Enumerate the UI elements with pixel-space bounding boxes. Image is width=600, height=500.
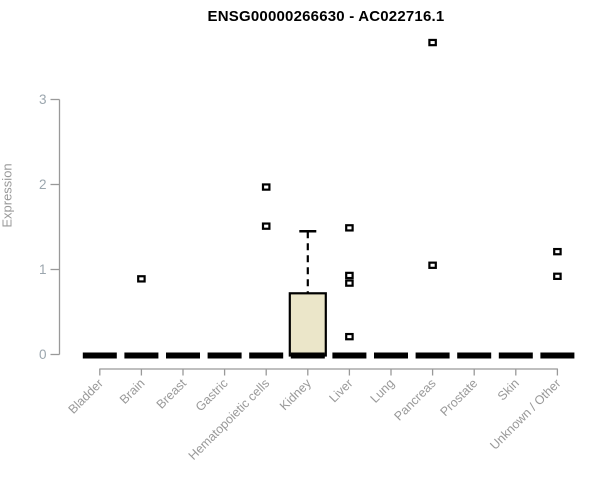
outlier-point bbox=[553, 272, 562, 281]
zero-bar bbox=[207, 352, 242, 359]
outlier-point bbox=[428, 38, 437, 47]
zero-bar bbox=[332, 352, 367, 359]
outlier-point bbox=[345, 279, 354, 287]
zero-bar bbox=[540, 352, 575, 359]
zero-bar bbox=[82, 352, 117, 359]
y-tick-label: 2 bbox=[39, 177, 47, 192]
x-category-label: Pancreas bbox=[391, 376, 438, 423]
outlier-point bbox=[345, 271, 354, 280]
zero-bar bbox=[498, 352, 533, 359]
x-category-label: Hematopoietic cells bbox=[186, 376, 273, 463]
x-category-label: Liver bbox=[326, 376, 355, 405]
outlier-point bbox=[345, 332, 354, 341]
x-category-label: Prostate bbox=[437, 376, 480, 419]
outlier-point bbox=[345, 224, 354, 232]
outlier-point bbox=[261, 222, 271, 230]
x-category-label: Kidney bbox=[277, 376, 314, 413]
zero-bar bbox=[374, 352, 408, 359]
zero-bar bbox=[415, 352, 450, 359]
chart-title: ENSG00000266630 - AC022716.1 bbox=[207, 8, 445, 25]
zero-bar bbox=[249, 352, 284, 359]
outlier-point bbox=[428, 261, 437, 269]
outlier-point bbox=[137, 275, 146, 283]
x-category-label: Skin bbox=[495, 376, 522, 403]
y-tick-label: 0 bbox=[39, 347, 47, 362]
zero-bar bbox=[290, 352, 325, 359]
x-category-label: Brain bbox=[117, 376, 148, 407]
box bbox=[288, 292, 327, 357]
x-category-label: Breast bbox=[154, 376, 190, 412]
x-category-label: Bladder bbox=[66, 376, 106, 416]
x-category-label: Lung bbox=[368, 376, 398, 406]
x-category-label: Gastric bbox=[193, 376, 231, 414]
y-tick-label: 3 bbox=[39, 92, 47, 107]
zero-bar bbox=[166, 352, 200, 359]
outlier-point bbox=[553, 247, 562, 256]
outlier-point bbox=[261, 183, 271, 191]
zero-bar bbox=[124, 352, 159, 359]
zero-bar bbox=[457, 352, 492, 359]
x-category-label: Unknown / Other bbox=[487, 376, 563, 452]
y-tick-label: 1 bbox=[39, 262, 47, 277]
